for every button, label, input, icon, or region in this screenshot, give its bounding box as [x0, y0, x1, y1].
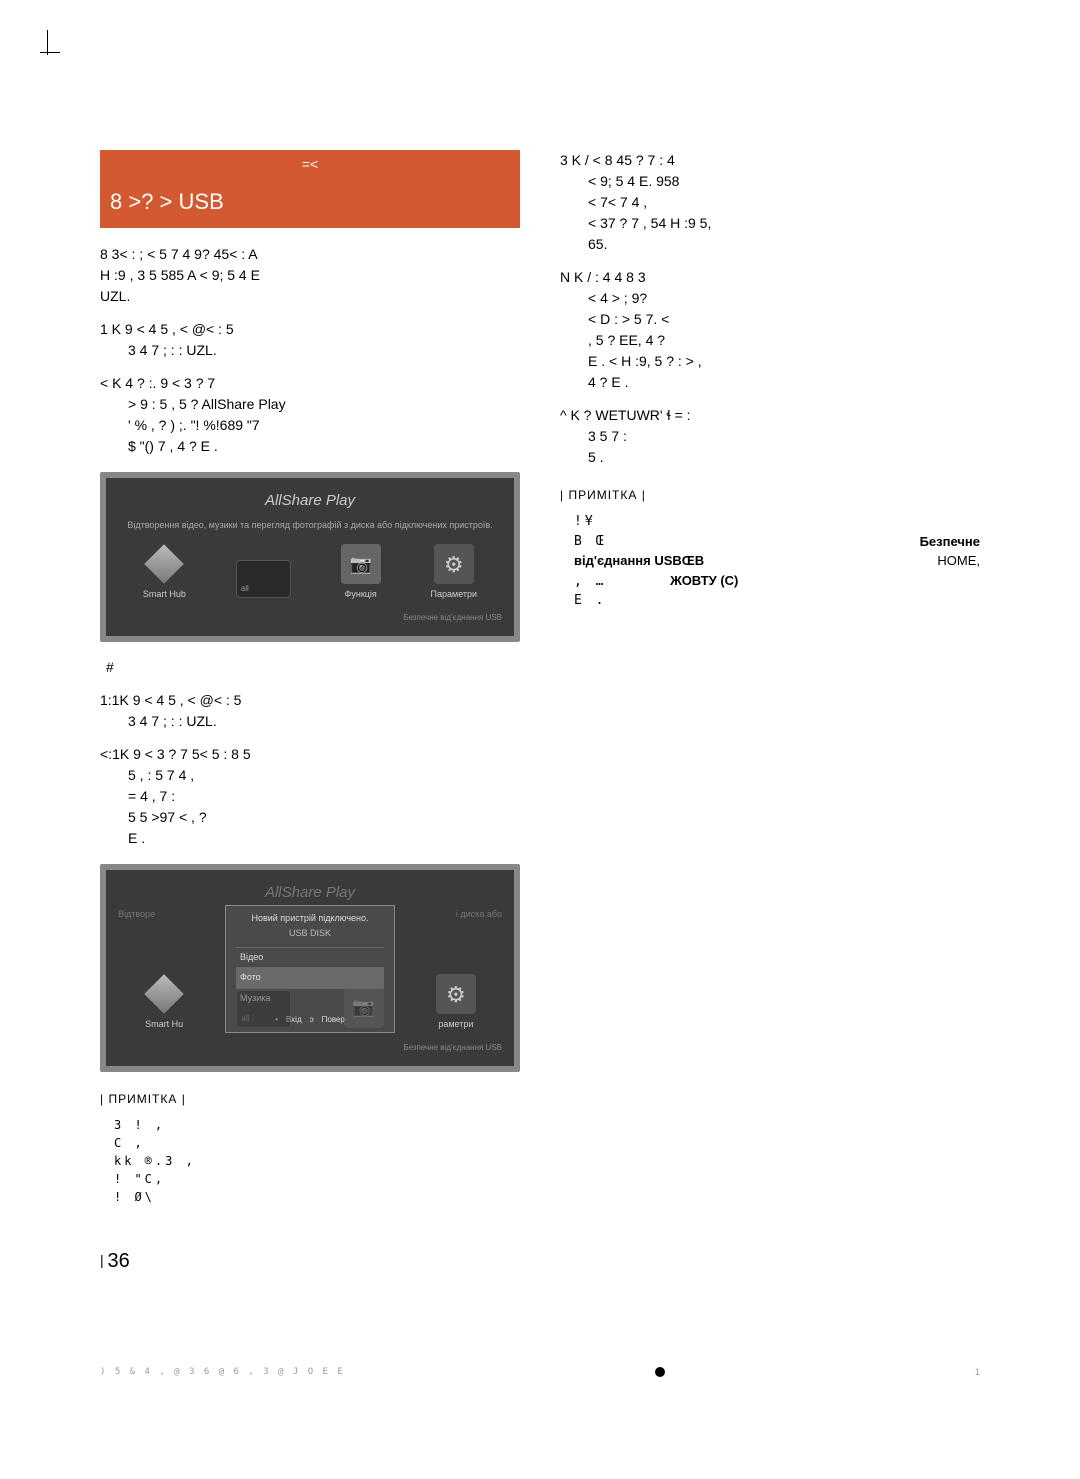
r-para-3a: ^ K ? WETUWR' ɬ = : — [560, 405, 980, 426]
right-column: 3 K / < 8 45 ? 7 : 4 < 9; 5 4 E. 958 < 7… — [560, 150, 980, 1206]
figure-2: AllShare Play Відтворе і диска або Новий… — [100, 864, 520, 1072]
para-6: <:1K 9 < 3 ? 7 5< 5 : 8 5 5 , : 5 7 4 , … — [100, 744, 520, 849]
fig2-blank: all — [236, 990, 291, 1032]
footer-dot — [655, 1367, 665, 1377]
para-5: 1:1K 9 < 4 5 , < @< : 5 3 4 7 ; : : UZL. — [100, 690, 520, 732]
blank-icon: all — [236, 560, 291, 598]
para-3a: < K 4 ? :. 9 < 3 ? 7 — [100, 373, 520, 394]
fig1-smarthub: Smart Hub — [143, 544, 186, 602]
para-2a: 1 K 9 < 4 5 , < @< : 5 — [100, 319, 520, 340]
fig1-footer: Безпечне від'єднання USB — [118, 612, 502, 624]
fig1-func: Функція — [341, 544, 381, 602]
fig2-label-0: Smart Hu — [145, 1019, 183, 1029]
nl4: , … ЖОВТУ (C) — [574, 571, 980, 592]
fig2-smarthub: Smart Hu — [144, 974, 184, 1032]
header-title: 8 >? > USB — [100, 179, 520, 229]
para-1: 8 3< : ; < 5 7 4 9? 45< : A H :9 , 3 5 5… — [100, 244, 520, 307]
nl4a: , … — [574, 574, 606, 589]
nl3a: від'єднання USBŒB — [574, 551, 704, 571]
blank-icon: all — [236, 990, 291, 1028]
fig2-subfaded: Відтворе — [118, 908, 155, 922]
note-label-2: ПРИМІТКА — [560, 486, 980, 504]
note-body-1: 3 ! , C , kk ®.3 , ! "C, ! Ø\ — [100, 1116, 520, 1206]
nl5: E . — [574, 591, 980, 611]
fig1-row: Smart Hub all Функція Параметри — [118, 544, 502, 602]
gear-icon — [436, 974, 476, 1014]
diamond-icon — [144, 974, 184, 1014]
fig2-title: AllShare Play — [118, 882, 502, 905]
para-5b: 3 4 7 ; : : UZL. — [100, 711, 520, 732]
note-label-1: ПРИМІТКА — [100, 1090, 520, 1108]
r-para-1a: 3 K / < 8 45 ? 7 : 4 — [560, 150, 980, 171]
fig2-func — [344, 988, 384, 1032]
para-2: 1 K 9 < 4 5 , < @< : 5 3 4 7 ; : : UZL. — [100, 319, 520, 361]
popup-row-0: Відео — [236, 947, 384, 968]
para-6b: 5 , : 5 7 4 , = 4 , 7 : 5 5 >97 < , ? E … — [100, 765, 520, 849]
page-number: 36 — [40, 1246, 1040, 1276]
fig1-params: Параметри — [431, 544, 478, 602]
fig2-params: раметри — [436, 974, 476, 1032]
para-5a: 1:1K 9 < 4 5 , < @< : 5 — [100, 690, 520, 711]
fig1-label-2: Функція — [345, 589, 377, 599]
page-content: =< 8 >? > USB 8 3< : ; < 5 7 4 9? 45< : … — [40, 150, 1040, 1206]
nl2: B Œ Безпечне — [574, 532, 980, 552]
r-para-1: 3 K / < 8 45 ? 7 : 4 < 9; 5 4 E. 958 < 7… — [560, 150, 980, 255]
photo-icon — [344, 988, 384, 1028]
para-3: < K 4 ? :. 9 < 3 ? 7 > 9 : 5 , 5 ? AllSh… — [100, 373, 520, 457]
fig2-subright: і диска або — [456, 908, 502, 922]
diamond-icon — [144, 544, 184, 584]
photo-icon — [341, 544, 381, 584]
nl3b: HOME, — [937, 551, 980, 571]
popup-name: USB DISK — [236, 927, 384, 941]
r-para-2b: < 4 > ; 9? < D : > 5 7. < , 5 ? EE, 4 ? … — [560, 288, 980, 393]
fig1-label-3: Параметри — [431, 589, 478, 599]
gear-icon — [434, 544, 474, 584]
header-top: =< — [100, 150, 520, 179]
fig1-blank: all — [236, 560, 291, 602]
fig1-title: AllShare Play — [118, 490, 502, 513]
fig1-label-0: Smart Hub — [143, 589, 186, 599]
para-4: # — [100, 657, 520, 678]
r-para-2a: N K / : 4 4 8 3 — [560, 267, 980, 288]
nl2a: B Œ — [574, 532, 606, 552]
fig1-sub: Відтворення відео, музики та перегляд фо… — [118, 519, 502, 533]
nl1: !¥ — [574, 512, 980, 532]
nl3: від'єднання USBŒB HOME, — [574, 551, 980, 571]
r-para-3b: 3 5 7 : 5 . — [560, 426, 980, 468]
section-header: =< 8 >? > USB — [100, 150, 520, 229]
r-para-2: N K / : 4 4 8 3 < 4 > ; 9? < D : > 5 7. … — [560, 267, 980, 393]
r-para-3: ^ K ? WETUWR' ɬ = : 3 5 7 : 5 . — [560, 405, 980, 468]
fig2-footer: Безпечне від'єднання USB — [118, 1042, 502, 1054]
para-6a: <:1K 9 < 3 ? 7 5< 5 : 8 5 — [100, 744, 520, 765]
popup-btn2: Повер — [322, 1014, 345, 1026]
para-2b: 3 4 7 ; : : UZL. — [100, 340, 520, 361]
r-para-1b: < 9; 5 4 E. 958 < 7< 7 4 , < 37 ? 7 , 54… — [560, 171, 980, 255]
popup-title: Новий пристрій підключено. — [236, 912, 384, 926]
footer-row: ) 5 & 4 , @ 3 6 @ 6 , 3 @ J O E E 1 — [40, 1366, 1040, 1380]
nl2b: Безпечне — [920, 532, 980, 552]
figure-2-inner: AllShare Play Відтворе і диска або Новий… — [106, 870, 514, 1066]
footer-code: ) 5 & 4 , @ 3 6 @ 6 , 3 @ J O E E — [100, 1366, 345, 1380]
left-column: =< 8 >? > USB 8 3< : ; < 5 7 4 9? 45< : … — [100, 150, 520, 1206]
crop-marks — [40, 30, 1040, 50]
fig2-label-3: раметри — [438, 1019, 473, 1029]
note-body-2: !¥ B Œ Безпечне від'єднання USBŒB HOME, … — [560, 512, 980, 611]
para-3b: > 9 : 5 , 5 ? AllShare Play ' % , ? ) ;.… — [100, 394, 520, 457]
page-number-val: 36 — [108, 1250, 130, 1272]
figure-1: AllShare Play Відтворення відео, музики … — [100, 472, 520, 642]
popup-row-1: Фото — [236, 967, 384, 988]
figure-1-inner: AllShare Play Відтворення відео, музики … — [106, 478, 514, 636]
footer-right: 1 — [975, 1366, 980, 1380]
nl4b: ЖОВТУ (C) — [670, 573, 738, 588]
